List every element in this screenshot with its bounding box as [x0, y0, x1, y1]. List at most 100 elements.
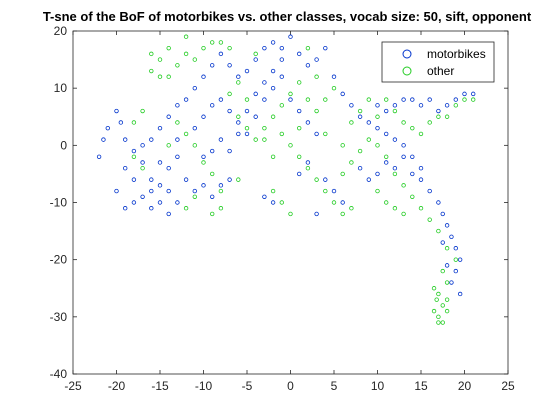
data-point-motorbikes — [314, 211, 319, 217]
data-point-other — [392, 108, 398, 114]
data-point-motorbikes — [131, 148, 137, 154]
x-tick-label: 20 — [458, 379, 472, 393]
data-point-motorbikes — [140, 160, 145, 165]
data-point-motorbikes — [427, 188, 432, 194]
data-point-motorbikes — [314, 57, 319, 62]
x-tick-label: -15 — [151, 379, 169, 393]
data-point-motorbikes — [149, 206, 154, 211]
data-point-motorbikes — [122, 137, 128, 142]
data-point-other — [431, 286, 437, 291]
x-tick-label: -20 — [108, 379, 126, 393]
data-point-motorbikes — [279, 45, 284, 51]
data-point-motorbikes — [175, 200, 180, 205]
data-point-other — [471, 97, 476, 102]
data-point-motorbikes — [340, 91, 345, 97]
data-point-motorbikes — [149, 177, 154, 182]
data-point-other — [375, 114, 380, 119]
data-point-motorbikes — [262, 194, 267, 199]
x-tick-label: 15 — [414, 379, 428, 393]
x-tick-label: 25 — [501, 379, 515, 393]
data-point-other — [314, 177, 319, 182]
data-point-other — [288, 143, 293, 148]
data-point-other — [444, 246, 450, 251]
data-point-other — [192, 143, 197, 148]
data-point-motorbikes — [270, 200, 276, 205]
data-point-other — [384, 97, 389, 102]
data-point-motorbikes — [201, 183, 206, 188]
y-tick-label: -20 — [50, 253, 68, 267]
data-point-motorbikes — [157, 160, 163, 165]
data-point-other — [270, 188, 276, 194]
data-point-motorbikes — [453, 268, 458, 274]
data-point-other — [140, 165, 145, 171]
data-point-other — [357, 108, 363, 114]
data-point-motorbikes — [279, 74, 284, 79]
data-point-motorbikes — [331, 188, 337, 194]
data-point-other — [270, 114, 276, 119]
data-point-other — [462, 97, 467, 102]
data-point-motorbikes — [96, 154, 102, 159]
data-point-motorbikes — [457, 291, 463, 297]
data-point-motorbikes — [101, 137, 106, 142]
data-point-other — [192, 57, 197, 62]
data-point-other — [366, 137, 371, 142]
data-point-motorbikes — [236, 74, 241, 79]
axes-box — [72, 30, 509, 375]
data-point-motorbikes — [227, 108, 232, 114]
x-tick-label: -25 — [64, 379, 82, 393]
data-point-other — [288, 91, 293, 97]
data-point-other — [436, 114, 441, 119]
data-point-other — [183, 34, 189, 39]
data-point-motorbikes — [122, 206, 128, 211]
data-point-other — [375, 188, 380, 194]
data-point-motorbikes — [410, 154, 415, 159]
data-point-motorbikes — [418, 177, 424, 182]
data-point-motorbikes — [401, 143, 406, 148]
data-point-motorbikes — [218, 137, 224, 142]
legend-label-motorbikes: motorbikes — [427, 47, 486, 61]
x-tick-label: 5 — [331, 379, 338, 393]
data-point-motorbikes — [218, 51, 224, 57]
data-point-motorbikes — [270, 40, 276, 45]
data-point-other — [323, 131, 328, 137]
data-point-motorbikes — [140, 143, 145, 148]
legend-marker-motorbikes — [402, 49, 412, 59]
data-point-other — [440, 320, 445, 325]
data-point-other — [436, 314, 441, 320]
data-point-other — [227, 45, 232, 51]
data-point-other — [183, 131, 189, 137]
data-point-other — [279, 200, 284, 205]
data-point-other — [314, 74, 319, 79]
data-point-other — [244, 97, 250, 102]
data-point-other — [440, 268, 445, 274]
data-point-other — [157, 57, 163, 62]
data-point-motorbikes — [418, 103, 424, 108]
data-point-other — [401, 183, 406, 188]
data-point-other — [149, 51, 154, 57]
data-point-motorbikes — [357, 165, 363, 171]
data-point-other — [357, 148, 363, 154]
y-tick-label: 0 — [60, 138, 67, 152]
data-point-motorbikes — [410, 97, 415, 102]
data-point-motorbikes — [149, 137, 154, 142]
data-point-motorbikes — [462, 91, 467, 97]
data-point-motorbikes — [279, 57, 284, 62]
data-point-other — [375, 143, 380, 148]
data-point-motorbikes — [157, 200, 163, 205]
data-point-other — [236, 177, 241, 182]
data-point-motorbikes — [288, 97, 293, 102]
data-point-other — [166, 45, 171, 51]
data-point-motorbikes — [436, 108, 441, 114]
data-point-motorbikes — [436, 200, 441, 205]
y-tick-label: -10 — [50, 196, 68, 210]
data-point-motorbikes — [201, 74, 206, 79]
data-point-motorbikes — [209, 148, 215, 154]
data-point-motorbikes — [449, 234, 454, 239]
y-tick-label: 20 — [54, 24, 68, 38]
data-point-other — [270, 154, 276, 159]
data-point-motorbikes — [114, 188, 119, 194]
data-point-motorbikes — [331, 74, 337, 79]
plot-area: -25 -20 -15 -10 -5 0 5 10 15 20 25 -40 -30 -20 -10 0 10 2… — [50, 24, 515, 393]
data-point-other — [209, 171, 215, 177]
